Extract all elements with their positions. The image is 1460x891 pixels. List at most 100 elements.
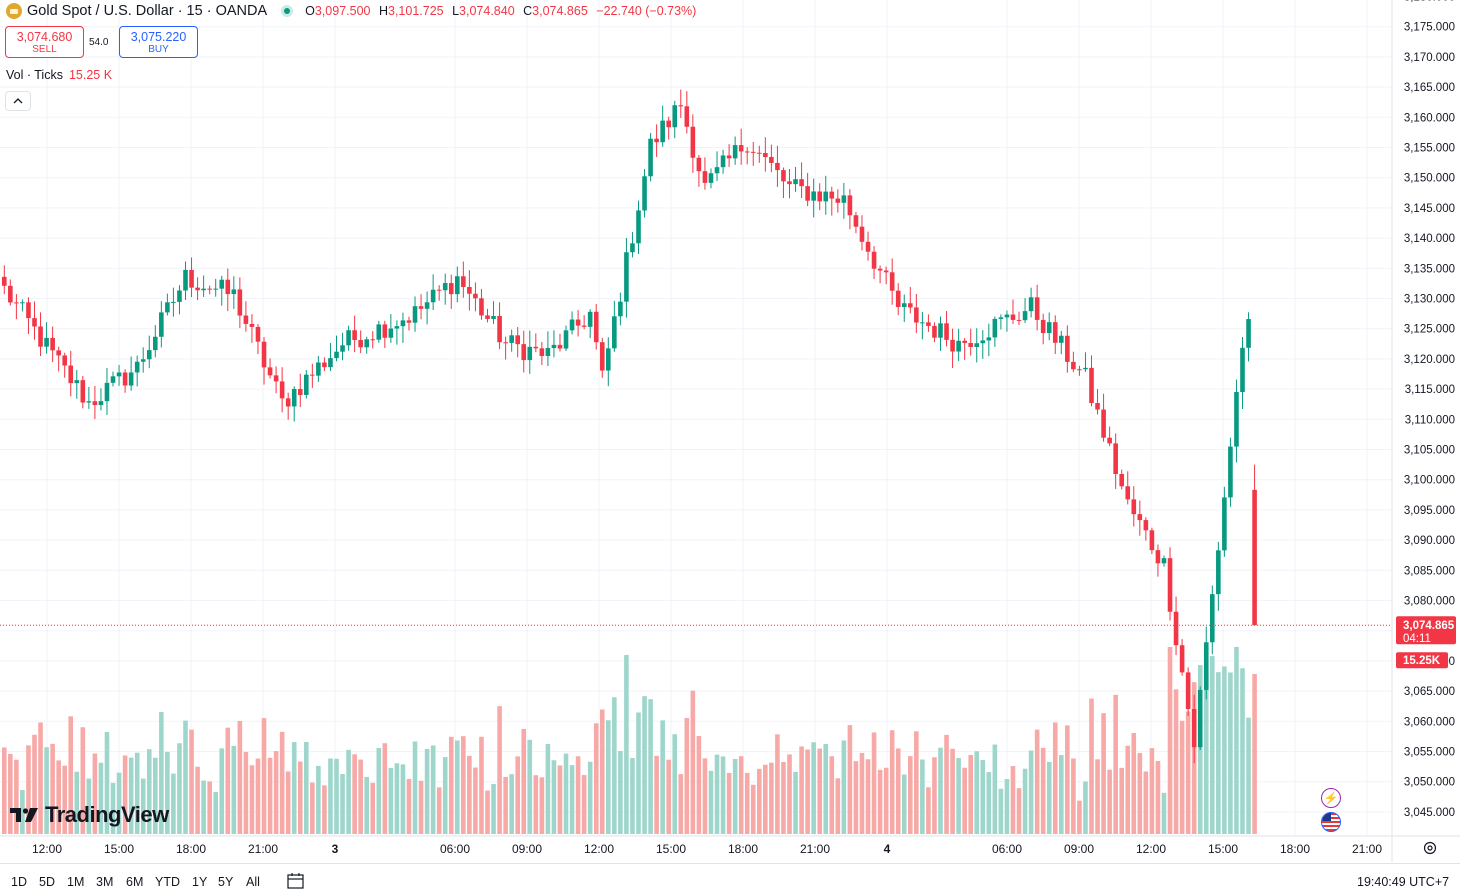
volume-bar [310, 782, 315, 834]
symbol-legend[interactable]: Gold Spot / U.S. Dollar · 15 · OANDA O3,… [6, 0, 701, 22]
volume-bar [515, 756, 520, 834]
candle-body [841, 195, 847, 203]
symbol-title[interactable]: Gold Spot / U.S. Dollar · 15 · OANDA [27, 3, 268, 19]
candle-body [606, 348, 611, 371]
volume-bar [1113, 694, 1118, 834]
candle-body [1143, 520, 1149, 531]
low-label: L [452, 4, 460, 18]
range-button-1m[interactable]: 1M [67, 875, 85, 889]
volume-legend[interactable]: Vol · Ticks 15.25 K [6, 68, 112, 82]
candle-body [793, 179, 798, 185]
chevron-up-icon [13, 98, 23, 104]
candle-body [430, 289, 436, 303]
candle-body [491, 316, 496, 319]
calendar-range-icon[interactable] [286, 872, 306, 889]
lightning-icon[interactable]: ⚡ [1321, 788, 1341, 808]
candle-body [56, 350, 61, 356]
candle-body [732, 145, 738, 159]
candle-body [310, 374, 315, 376]
volume-bar [545, 743, 551, 834]
volume-bar [201, 780, 206, 834]
candle-body [624, 252, 629, 302]
volume-bar [352, 754, 357, 834]
volume-bar [1052, 722, 1058, 834]
sell-button[interactable]: 3,074.680 SELL [5, 26, 84, 58]
volume-bar [267, 757, 273, 834]
volume-bar [249, 765, 255, 834]
range-button-1y[interactable]: 1Y [192, 875, 208, 889]
volume-bar [642, 696, 647, 834]
candle-body [1222, 497, 1227, 551]
volume-bar [974, 751, 980, 834]
range-button-3m[interactable]: 3M [96, 875, 114, 889]
range-button-ytd[interactable]: YTD [155, 875, 180, 889]
candle-body [243, 315, 249, 324]
volume-bar [189, 729, 194, 834]
candle-body [207, 288, 212, 290]
range-button-5d[interactable]: 5D [39, 875, 55, 889]
range-button-1d[interactable]: 1D [11, 875, 27, 889]
volume-bar [328, 758, 333, 834]
volume-bar [883, 767, 889, 834]
volume-bar [1216, 672, 1221, 834]
candle-body [1119, 474, 1124, 487]
volume-bar [219, 748, 225, 834]
buy-label: BUY [148, 43, 169, 55]
price-tick-label: 3,180.000 [1404, 0, 1455, 4]
open-label: O [305, 4, 315, 18]
volume-bar [322, 785, 327, 834]
volume-bar [593, 723, 599, 834]
volume-bar [38, 722, 43, 834]
candle-body [660, 120, 665, 143]
candle-body [14, 302, 19, 304]
volume-bar [859, 752, 865, 834]
volume-bar [871, 732, 877, 834]
volume-bar [636, 712, 641, 834]
buy-button[interactable]: 3,075.220 BUY [119, 26, 198, 58]
volume-bar [146, 749, 152, 834]
candle-body [231, 289, 237, 295]
price-tick-label: 3,085.000 [1404, 565, 1455, 577]
volume-bar [1071, 758, 1076, 834]
candle-body [527, 346, 533, 361]
volume-bar [122, 755, 128, 834]
candle-body [968, 342, 973, 348]
candle-body [80, 380, 86, 403]
volume-bar [1083, 781, 1088, 834]
open-value: 3,097.500 [314, 4, 371, 18]
candle-body [539, 348, 545, 357]
candle-body [750, 151, 756, 153]
volume-bar [255, 758, 261, 834]
volume-bar [895, 748, 901, 834]
candle-body [479, 298, 484, 316]
price-tick-label: 3,105.000 [1404, 445, 1455, 457]
range-button-all[interactable]: All [246, 875, 260, 889]
volume-bar [702, 758, 708, 834]
candle-body [877, 268, 883, 271]
volume-bar [98, 762, 104, 834]
candle-body [1107, 437, 1112, 444]
price-chart[interactable]: 3,180.000 3,175.000 3,170.000 3,165.000 3,16… [0, 0, 1460, 862]
volume-bar [575, 756, 581, 834]
close-value: 3,074.865 [532, 4, 588, 18]
candle-body [442, 283, 448, 291]
collapse-legend-button[interactable] [5, 91, 31, 111]
volume-bar [195, 766, 200, 834]
range-button-5y[interactable]: 5Y [218, 875, 234, 889]
range-button-6m[interactable]: 6M [126, 875, 144, 889]
volume-bar [1040, 747, 1046, 834]
volume-bar [666, 759, 671, 834]
volume-bar [412, 741, 418, 834]
candle-body [1052, 322, 1058, 343]
candle-body [74, 380, 80, 384]
time-tick-label: 18:00 [728, 842, 758, 856]
market-open-dot-icon [281, 5, 294, 17]
volume-bar [533, 775, 539, 834]
settings-gear-icon[interactable] [1422, 840, 1438, 856]
candle-body [1095, 403, 1100, 410]
us-flag-icon[interactable] [1321, 812, 1341, 832]
tradingview-logo[interactable]: TradingView [10, 802, 169, 828]
clock[interactable]: 19:40:49 UTC+7 [1357, 875, 1450, 889]
volume-bar [654, 755, 659, 834]
volume-bar [1077, 800, 1082, 834]
